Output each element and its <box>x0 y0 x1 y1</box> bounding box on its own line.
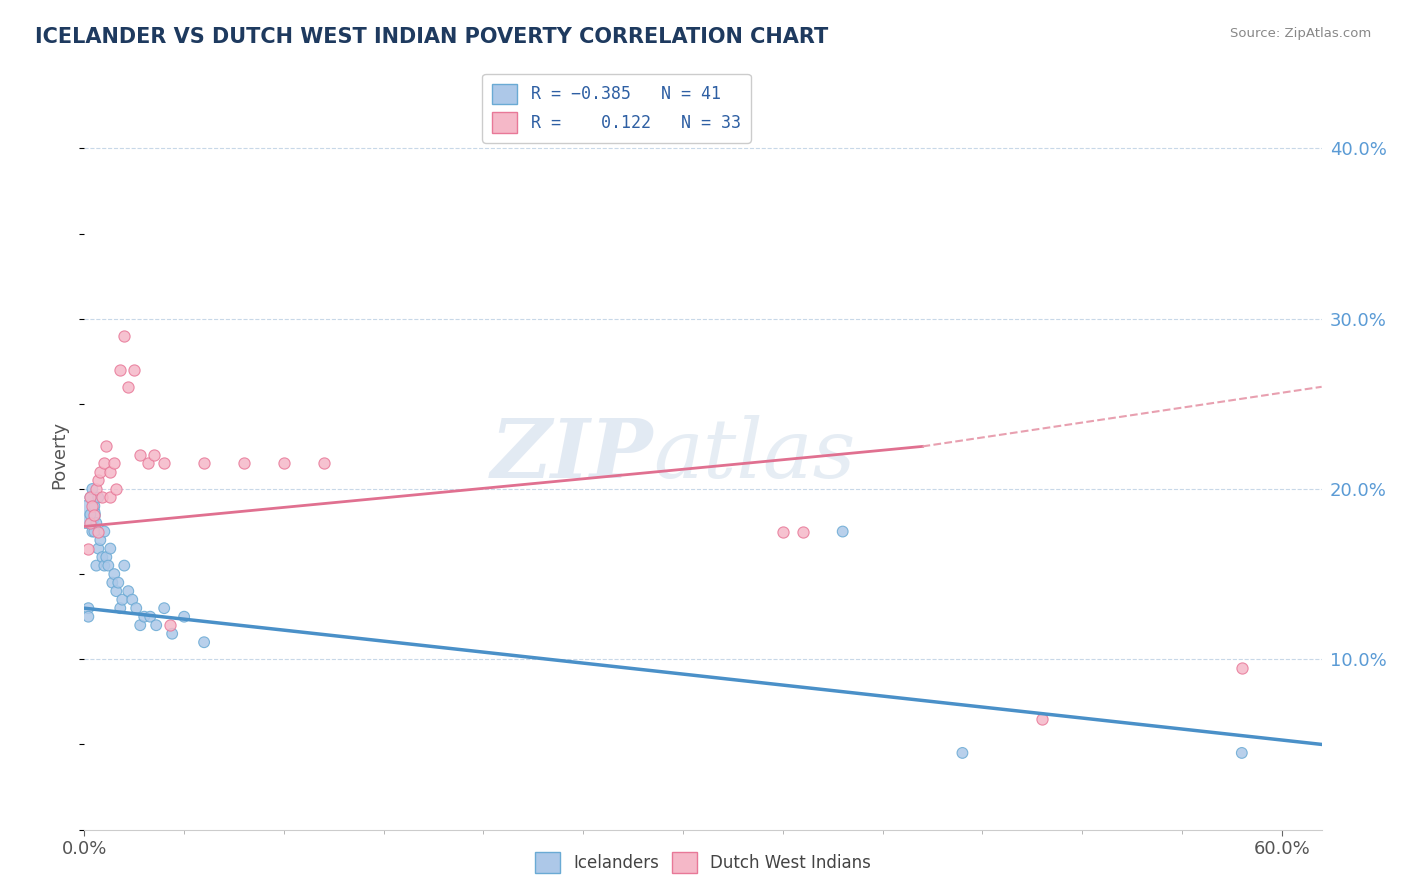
Point <box>93 457 115 471</box>
Point <box>98 491 121 505</box>
Point <box>87 541 110 556</box>
Point <box>129 618 152 632</box>
Point <box>121 592 143 607</box>
Point <box>792 524 814 539</box>
Point <box>117 584 139 599</box>
Point <box>79 508 101 522</box>
Point <box>143 448 166 462</box>
Text: ZIP: ZIP <box>491 415 654 495</box>
Point <box>98 465 121 479</box>
Point <box>159 618 181 632</box>
Point <box>82 482 104 496</box>
Point <box>98 541 121 556</box>
Point <box>136 457 159 471</box>
Point <box>122 363 145 377</box>
Text: ICELANDER VS DUTCH WEST INDIAN POVERTY CORRELATION CHART: ICELANDER VS DUTCH WEST INDIAN POVERTY C… <box>35 27 828 46</box>
Point <box>79 516 101 530</box>
Point <box>87 491 110 505</box>
Point <box>110 363 132 377</box>
Point <box>79 491 101 505</box>
Point <box>233 457 256 471</box>
Point <box>145 618 167 632</box>
Point <box>86 482 108 496</box>
Point <box>77 541 100 556</box>
Point <box>1031 712 1053 726</box>
Point <box>87 474 110 488</box>
Point <box>93 524 115 539</box>
Point <box>82 499 104 513</box>
Point <box>111 592 134 607</box>
Point <box>952 746 974 760</box>
Point <box>97 558 120 573</box>
Text: Source: ZipAtlas.com: Source: ZipAtlas.com <box>1230 27 1371 40</box>
Legend: R = −0.385   N = 41, R =    0.122   N = 33: R = −0.385 N = 41, R = 0.122 N = 33 <box>482 74 751 143</box>
Point <box>103 457 125 471</box>
Point <box>93 558 115 573</box>
Point <box>82 524 104 539</box>
Point <box>77 609 100 624</box>
Point <box>75 508 97 522</box>
Point <box>125 601 148 615</box>
Point <box>77 601 100 615</box>
Point <box>117 380 139 394</box>
Point <box>87 524 110 539</box>
Point <box>96 550 118 565</box>
Point <box>273 457 295 471</box>
Point <box>831 524 853 539</box>
Point <box>129 448 152 462</box>
Point <box>105 584 128 599</box>
Point <box>112 328 135 343</box>
Point <box>173 609 195 624</box>
Point <box>112 558 135 573</box>
Point <box>91 491 114 505</box>
Point <box>139 609 162 624</box>
Point <box>101 575 124 590</box>
Point <box>160 626 183 640</box>
Point <box>103 567 125 582</box>
Point <box>1230 746 1253 760</box>
Point <box>193 635 215 649</box>
Point <box>83 508 105 522</box>
Point <box>193 457 215 471</box>
Point <box>86 558 108 573</box>
Point <box>83 524 105 539</box>
Point <box>79 491 101 505</box>
Point <box>1230 661 1253 675</box>
Point <box>153 601 176 615</box>
Point <box>153 457 176 471</box>
Point <box>91 550 114 565</box>
Point <box>110 601 132 615</box>
Point <box>134 609 156 624</box>
Point <box>105 482 128 496</box>
Point <box>86 516 108 530</box>
Point <box>772 524 794 539</box>
Text: atlas: atlas <box>654 415 856 495</box>
Point <box>107 575 129 590</box>
Point <box>89 465 111 479</box>
Point <box>83 499 105 513</box>
Point <box>96 439 118 453</box>
Point <box>89 533 111 547</box>
Point <box>312 457 335 471</box>
Y-axis label: Poverty: Poverty <box>51 421 69 489</box>
Legend: Icelanders, Dutch West Indians: Icelanders, Dutch West Indians <box>529 846 877 880</box>
